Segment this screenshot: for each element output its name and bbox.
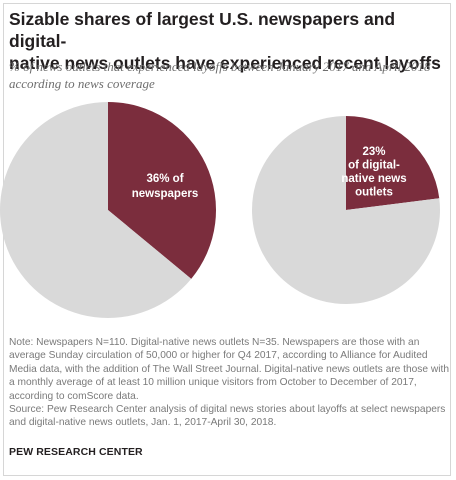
source-text: Source: Pew Research Center analysis of … [9,404,446,429]
chart-title-line-1: Sizable shares of largest U.S. newspaper… [9,9,396,51]
chart-subtitle: % of news outlets that experienced layof… [9,59,431,91]
chart-frame [3,3,451,476]
pie-2-data-label-line: outlets [355,187,393,199]
pie-2-data-label: 23% of digital-native news outlets [341,146,406,199]
pie-2-data-label-line: 23% [362,146,385,158]
pie-2-slice-2 [252,116,441,304]
chart-title-line-2: native news outlets have experienced rec… [9,53,441,73]
pie-charts-svg: 36% of newspapers 23% of digital-native new… [0,102,441,318]
pie-charts: 36% of newspapers 23% of digital-native new… [0,100,456,330]
pie-1-data-label-line: newspapers [132,188,198,200]
footnotes: Note: Newspapers N=110. Digital-native n… [9,336,449,430]
pie-1-data-label-line: 36% of [146,173,183,185]
brand-logo-text: PEW RESEARCH CENTER [9,446,143,458]
pie-2-data-label-line: of digital- [348,160,400,172]
chart-title: Sizable shares of largest U.S. newspaper… [9,8,449,74]
pie-2-slice-1 [346,116,440,210]
pie-1-data-label: 36% of newspapers [132,173,198,200]
note-text: Note: Newspapers N=110. Digital-native n… [9,337,449,402]
pie-2-data-label-line: native news [341,173,406,185]
pie-1-slice-2 [0,102,192,318]
pie-1-slice-1 [108,102,217,279]
